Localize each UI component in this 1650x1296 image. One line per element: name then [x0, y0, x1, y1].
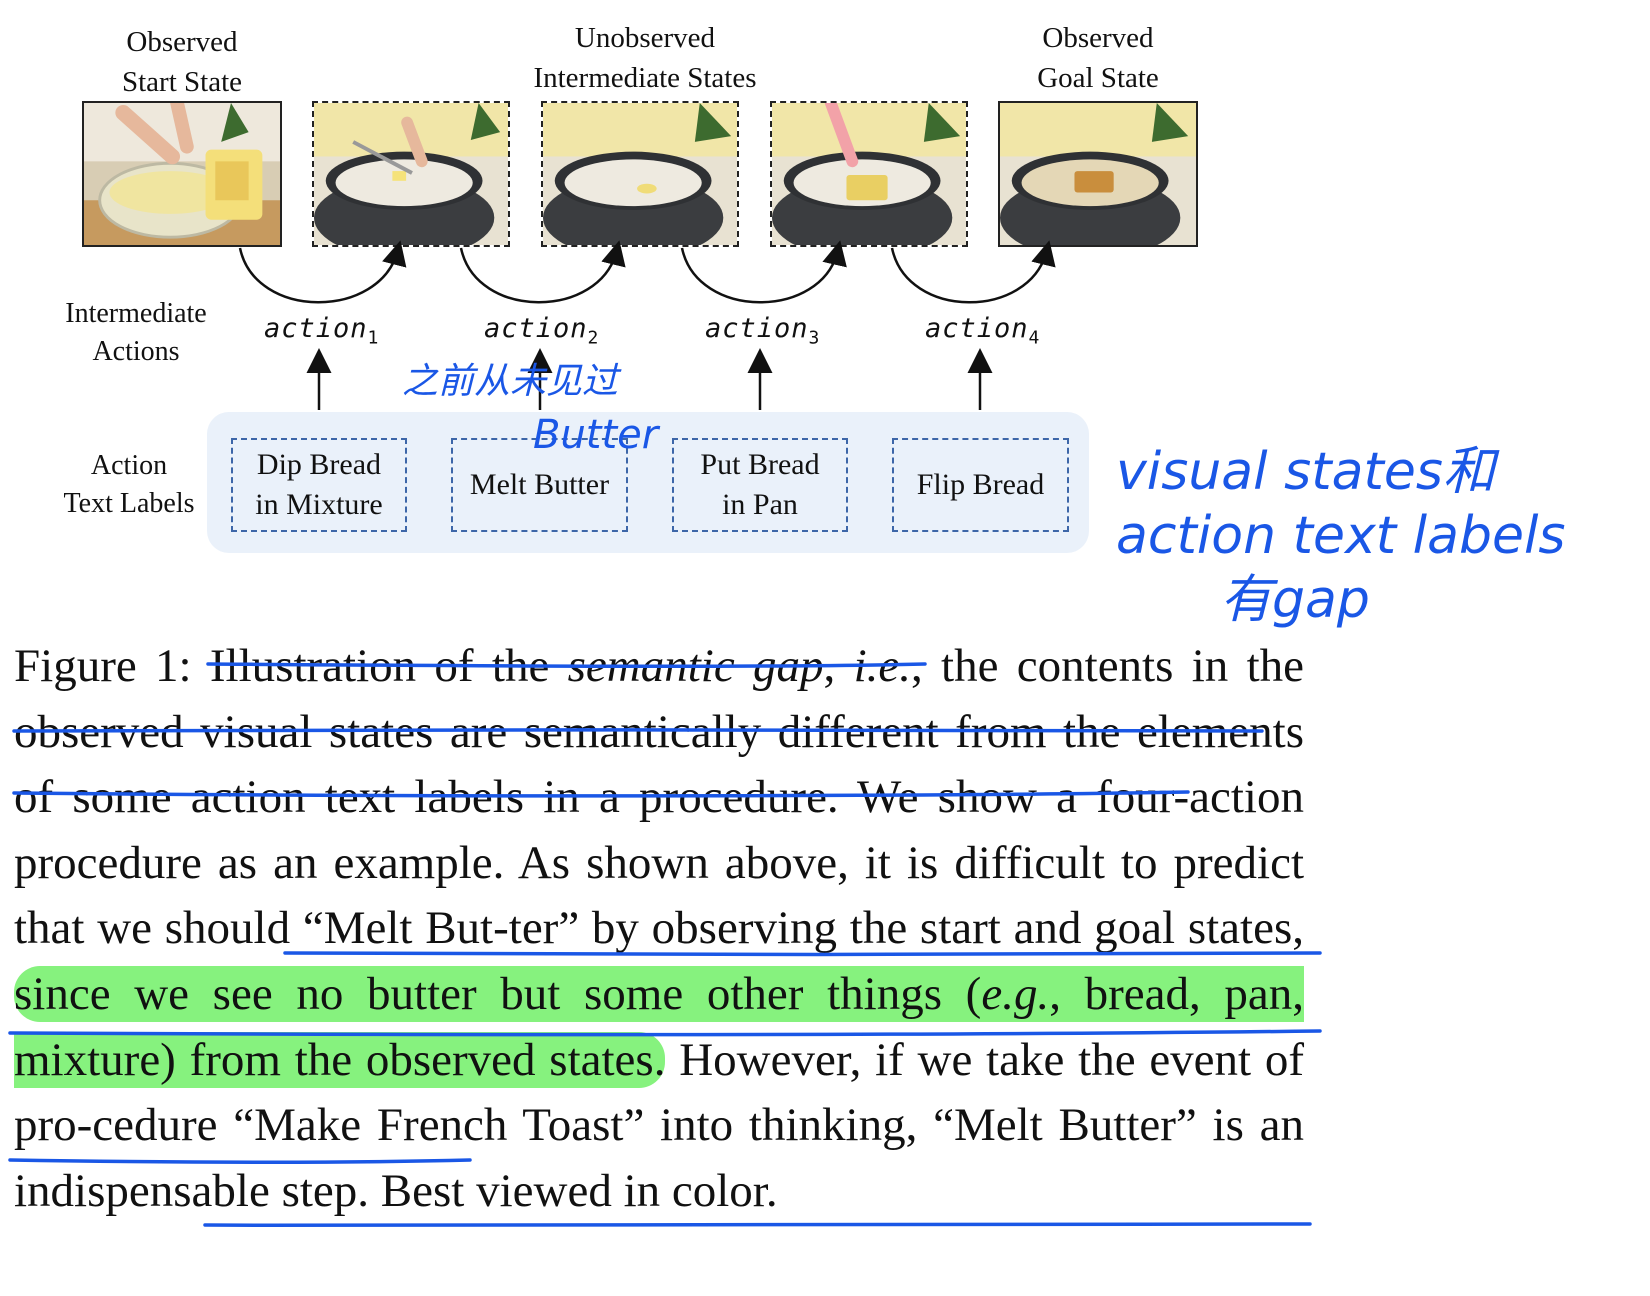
- arc-3: [680, 240, 847, 304]
- action-label-3: Put Bread in Pan: [672, 438, 848, 532]
- row-label-action-text-labels: Action Text Labels: [63, 450, 195, 519]
- action-4: action4: [925, 313, 1041, 349]
- action-label-1: Dip Bread in Mixture: [231, 438, 407, 532]
- start-state-photo: [84, 103, 280, 245]
- arc-2: [459, 240, 626, 304]
- goal-state-image: [998, 101, 1198, 247]
- intermediate-photo-2: [543, 103, 737, 245]
- header-intermediate-states: Unobserved Intermediate States: [533, 22, 757, 94]
- caption-label: Figure 1:: [14, 640, 192, 692]
- action-label-4: Flip Bread: [892, 438, 1069, 532]
- intermediate-image-2: [541, 101, 739, 247]
- intermediate-photo-3: [772, 103, 966, 245]
- intermediate-image-3: [770, 101, 968, 247]
- note-gap: visual states和 action text labels 有gap: [1116, 442, 1566, 630]
- start-state-image: [82, 101, 282, 247]
- arc-1: [238, 240, 407, 304]
- row-label-intermediate-actions: Intermediate Actions: [65, 298, 207, 367]
- note-butter: Butter: [533, 412, 659, 458]
- caption-semantic-gap: semantic gap: [567, 640, 824, 692]
- underline-7: [203, 1222, 1312, 1229]
- action-2: action2: [484, 313, 600, 349]
- header-start-state: Observed Start State: [121, 26, 242, 98]
- action-1: action1: [264, 313, 380, 349]
- intermediate-photo-1: [314, 103, 508, 245]
- header-goal-state: Observed Goal State: [1037, 22, 1159, 94]
- action-label-2: Melt Butter: [451, 438, 628, 532]
- arc-4: [890, 240, 1056, 304]
- action-3: action3: [705, 313, 821, 349]
- figure-caption: Figure 1: Illustration of the semantic g…: [14, 640, 1304, 1217]
- intermediate-image-1: [312, 101, 510, 247]
- note-never-seen-before: 之前从未见过: [402, 361, 619, 402]
- goal-state-photo: [1000, 103, 1196, 245]
- action-labels-panel: [207, 412, 1089, 553]
